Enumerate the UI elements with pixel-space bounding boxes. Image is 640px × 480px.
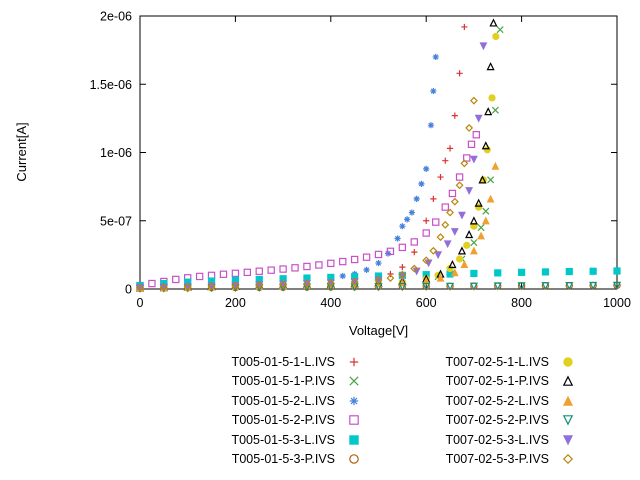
triangle-down-open-marker-icon (562, 415, 574, 426)
legend-label: T007-02-5-3-L.IVS (445, 432, 549, 447)
series-T005-01-5-1-L.IVS (136, 23, 468, 291)
circle-filled-marker-icon (563, 357, 573, 367)
square-open-marker-icon (349, 415, 359, 426)
plus-marker-icon (349, 357, 359, 366)
legend-item: T005-01-5-1-L.IVS (152, 352, 364, 372)
diamond-open-marker-icon (562, 454, 574, 465)
cross-marker-icon (349, 376, 359, 386)
plot-border (139, 15, 618, 290)
x-tick-label: 800 (511, 296, 532, 310)
y-tick-label: 1.5e-06 (90, 78, 132, 92)
legend-item: T005-01-5-2-P.IVS (152, 411, 364, 431)
legend-item: T005-01-5-3-P.IVS (152, 450, 364, 470)
x-tick-label: 0 (137, 296, 144, 310)
legend-label: T007-02-5-2-L.IVS (445, 393, 549, 408)
legend-label: T005-01-5-3-L.IVS (231, 432, 335, 447)
y-tick-label: 0 (125, 283, 132, 297)
series-T007-02-5-1-L.IVS (136, 32, 500, 292)
triangle-down-filled-marker-icon (562, 435, 574, 446)
legend-item: T005-01-5-3-L.IVS (152, 430, 364, 450)
x-axis-label: Voltage[V] (348, 323, 409, 338)
legend-item: T007-02-5-2-P.IVS (390, 411, 578, 431)
legend-item: T007-02-5-3-L.IVS (390, 430, 578, 450)
x-tick-label: 400 (320, 296, 341, 310)
legend-item: T007-02-5-1-P.IVS (390, 372, 578, 392)
legend-label: T007-02-5-1-P.IVS (445, 374, 549, 389)
legend-item: T007-02-5-2-L.IVS (390, 391, 578, 411)
legend-label: T007-02-5-3-P.IVS (445, 452, 549, 467)
triangle-up-open-marker-icon (562, 375, 574, 387)
legend-item: T007-02-5-1-L.IVS (390, 352, 578, 372)
square-filled-marker-icon (349, 435, 359, 445)
x-tick-label: 200 (225, 296, 246, 310)
legend-label: T005-01-5-2-P.IVS (231, 413, 335, 428)
y-tick-label: 1e-06 (100, 146, 132, 160)
legend-label: T005-01-5-2-L.IVS (231, 393, 335, 408)
legend-item: T005-01-5-1-P.IVS (152, 372, 364, 392)
triangle-up-filled-marker-icon (562, 395, 574, 406)
legend-item: T005-01-5-2-L.IVS (152, 391, 364, 411)
legend-item: T007-02-5-3-P.IVS (390, 450, 578, 470)
legend-label: T005-01-5-1-L.IVS (231, 354, 335, 369)
legend-label: T005-01-5-3-P.IVS (231, 452, 335, 467)
y-tick-label: 5e-07 (100, 214, 132, 228)
series-T007-02-5-3-P.IVS (136, 96, 478, 292)
y-tick-label: 2e-06 (100, 10, 132, 24)
x-tick-label: 1000 (603, 296, 631, 310)
legend-column-1: T005-01-5-1-L.IVS T005-01-5-1-P.IVS T005-0… (152, 352, 364, 469)
legend-column-2: T007-02-5-1-L.IVS T007-02-5-1-P.IVS T007-0… (390, 352, 578, 469)
series-T005-01-5-1-P.IVS (136, 26, 504, 292)
y-axis-label: Current[A] (14, 122, 29, 182)
legend: T005-01-5-1-L.IVS T005-01-5-1-P.IVS T005-0… (0, 352, 640, 469)
circle-open-marker-icon (349, 454, 359, 465)
plot-area: 0 200 400 600 800 1000 0 5e-07 1e-06 1.5e-06 2e-06 (90, 10, 631, 311)
x-tick-label: 600 (416, 296, 437, 310)
series-T007-02-5-1-P.IVS (135, 18, 498, 292)
legend-label: T007-02-5-1-L.IVS (445, 354, 549, 369)
legend-label: T007-02-5-2-P.IVS (445, 413, 549, 428)
legend-label: T005-01-5-1-P.IVS (231, 374, 335, 389)
asterisk-marker-icon (349, 396, 359, 405)
series-T005-01-5-2-L.IVS (136, 53, 439, 291)
